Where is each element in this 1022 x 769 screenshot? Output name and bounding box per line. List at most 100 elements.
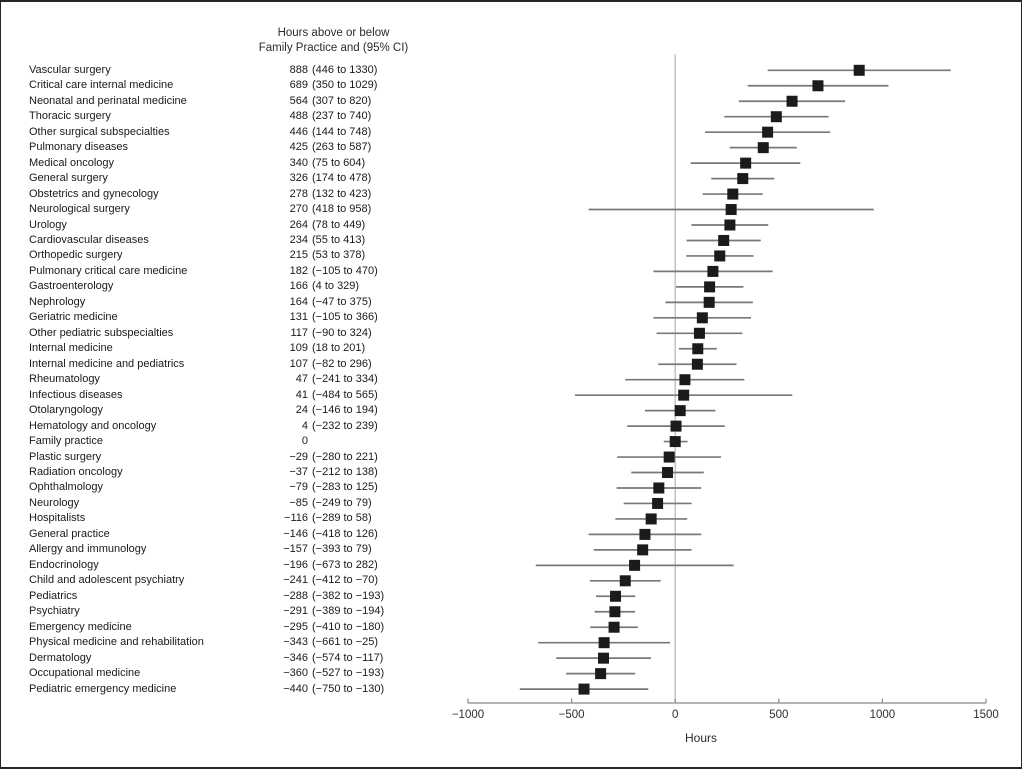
point-estimate-marker [707,265,719,277]
row-ci-value: (−527 to −193) [312,667,385,680]
row-estimate-value: −346 [283,651,308,664]
row-estimate-value: −29 [289,450,308,463]
row-ci-value: (−105 to 470) [312,264,378,277]
specialty-label: Neurology [29,496,80,509]
point-estimate-marker [598,637,610,649]
row-ci-value: (−574 to −117) [312,651,384,664]
row-ci-value: (−82 to 296) [312,357,372,370]
row-estimate-value: −440 [283,682,308,695]
point-estimate-marker [770,111,782,123]
point-estimate-marker [608,621,620,633]
row-ci-value: (−283 to 125) [312,481,378,494]
row-estimate-value: 564 [289,94,308,107]
x-axis-tick-label: 1000 [869,709,896,721]
point-estimate-marker [610,590,622,602]
point-estimate-marker [692,343,704,355]
row-ci-value: (78 to 449) [312,218,366,231]
row-estimate-value: 107 [289,357,308,370]
x-axis-tick-label: −500 [558,709,585,721]
specialty-label: Occupational medicine [29,667,141,680]
row-estimate-value: −37 [289,466,308,479]
point-estimate-marker [786,95,798,107]
row-ci-value: (−410 to −180) [312,620,385,633]
row-estimate-value: 270 [289,203,308,216]
row-estimate-value: 4 [301,419,308,432]
specialty-label: Obstetrics and gynecology [29,187,159,200]
point-estimate-marker [762,126,774,138]
row-estimate-value: −288 [283,589,308,602]
point-estimate-marker [578,683,590,695]
point-estimate-marker [740,157,752,169]
specialty-label: Geriatric medicine [29,311,118,324]
row-ci-value: (55 to 413) [312,233,366,246]
row-ci-value: (418 to 958) [312,203,372,216]
row-ci-value: (−418 to 126) [312,527,378,540]
row-estimate-value: 888 [289,63,308,76]
x-axis-title: Hours [684,731,717,745]
specialty-label: Plastic surgery [29,450,102,463]
x-axis-tick-label: 1500 [973,709,999,721]
specialty-label: Physical medicine and rehabilitation [29,636,204,649]
row-estimate-value: −85 [289,496,308,509]
row-estimate-value: −343 [283,636,308,649]
row-estimate-value: −116 [284,512,308,525]
specialty-label: Family practice [29,435,103,448]
row-estimate-value: 234 [289,233,308,246]
specialty-label: Gastroenterology [29,280,114,293]
row-ci-value: (−241 to 334) [312,373,378,386]
row-estimate-value: 488 [289,110,308,123]
row-ci-value: (−105 to 366) [312,311,378,324]
point-estimate-marker [674,405,686,417]
specialty-label: Ophthalmology [29,481,103,494]
specialty-label: Pediatric emergency medicine [29,682,177,695]
specialty-label: Child and adolescent psychiatry [29,574,185,587]
row-estimate-value: 340 [289,156,308,169]
row-ci-value: (−146 to 194) [312,404,378,417]
specialty-label: Infectious diseases [29,388,123,401]
point-estimate-marker [724,219,736,231]
point-estimate-marker [718,234,730,246]
row-estimate-value: 109 [289,342,308,355]
specialty-label: Emergency medicine [29,620,132,633]
row-ci-value: (53 to 378) [312,249,366,262]
row-ci-value: (307 to 820) [312,94,372,107]
point-estimate-marker [727,188,739,200]
row-ci-value: (−232 to 239) [312,419,378,432]
specialty-label: Endocrinology [29,558,99,571]
specialty-label: Neonatal and perinatal medicine [29,94,187,107]
row-estimate-value: 278 [289,187,308,200]
point-estimate-marker [662,467,674,479]
specialty-label: Urology [29,218,67,231]
row-estimate-value: 117 [290,326,308,339]
row-estimate-value: 164 [289,295,308,308]
row-estimate-value: 689 [289,79,308,92]
point-estimate-marker [639,528,651,540]
row-ci-value: (−750 to −130) [312,682,385,695]
point-estimate-marker [670,420,682,432]
point-estimate-marker [812,80,824,92]
row-ci-value: (−280 to 221) [312,450,378,463]
specialty-label: Psychiatry [29,605,80,618]
x-axis-tick-label: 0 [671,709,679,721]
value-column-header-line2: Family Practice and (95% CI) [258,42,409,54]
point-estimate-marker [629,559,641,571]
row-estimate-value: −196 [283,558,308,571]
x-axis-tick-label: −1000 [451,709,485,721]
point-estimate-marker [653,482,665,494]
specialty-label: Radiation oncology [29,466,123,479]
point-estimate-marker [696,312,708,324]
row-estimate-value: 0 [301,435,308,448]
specialty-label: Pulmonary critical care medicine [29,264,188,277]
row-estimate-value: 264 [289,218,308,231]
row-ci-value: (18 to 201) [312,342,366,355]
row-estimate-value: 47 [295,373,308,386]
specialty-label: Other surgical subspecialties [29,125,170,138]
row-estimate-value: 215 [289,249,308,262]
row-estimate-value: 166 [289,280,308,293]
row-ci-value: (263 to 587) [312,141,372,154]
row-ci-value: (−389 to −194) [312,605,385,618]
point-estimate-marker [703,296,715,308]
specialty-label: Hospitalists [29,512,86,525]
specialty-label: Cardiovascular diseases [29,233,149,246]
